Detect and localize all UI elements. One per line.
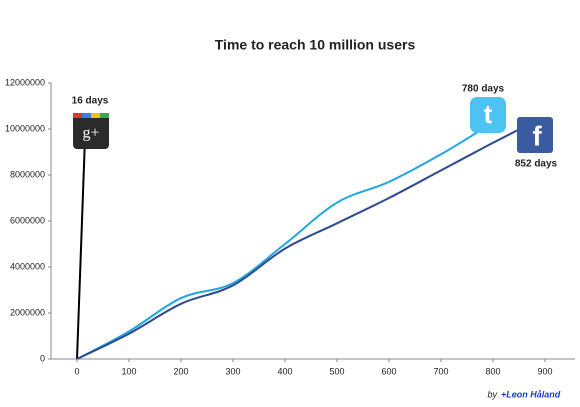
y-tick-label: 2000000 <box>10 307 45 317</box>
x-tick-label: 400 <box>277 366 292 376</box>
x-tick-label: 800 <box>485 366 500 376</box>
x-tick-label: 700 <box>433 366 448 376</box>
x-tick-label: 600 <box>381 366 396 376</box>
facebook-icon: f <box>517 117 553 153</box>
x-tick-label: 500 <box>329 366 344 376</box>
y-tick-label: 4000000 <box>10 261 45 271</box>
line-series <box>76 128 87 360</box>
annotation: 16 days <box>72 96 109 107</box>
x-tick-label: 100 <box>121 366 136 376</box>
icon-label: g+ <box>82 125 99 142</box>
y-tick-label: 8000000 <box>10 169 45 179</box>
annotation: 852 days <box>515 159 558 170</box>
x-tick-label: 300 <box>225 366 240 376</box>
y-tick-label: 12000000 <box>5 77 45 87</box>
icon-label: t <box>484 99 493 129</box>
x-tick-label: 900 <box>537 366 552 376</box>
credit-prefix: by <box>487 389 497 399</box>
twitter-icon: t <box>470 97 506 133</box>
credit-author: +Leon Håland <box>501 389 561 399</box>
x-tick-label: 0 <box>74 366 79 376</box>
y-tick-label: 6000000 <box>10 215 45 225</box>
y-tick-label: 10000000 <box>5 123 45 133</box>
chart-title: Time to reach 10 million users <box>215 37 416 53</box>
annotation: 780 days <box>462 84 505 95</box>
line-series <box>76 128 484 360</box>
x-tick-label: 200 <box>173 366 188 376</box>
line-series <box>76 128 521 360</box>
google-plus-icon: g+ <box>73 113 109 149</box>
y-tick-label: 0 <box>40 353 45 363</box>
icon-label: f <box>532 120 542 151</box>
